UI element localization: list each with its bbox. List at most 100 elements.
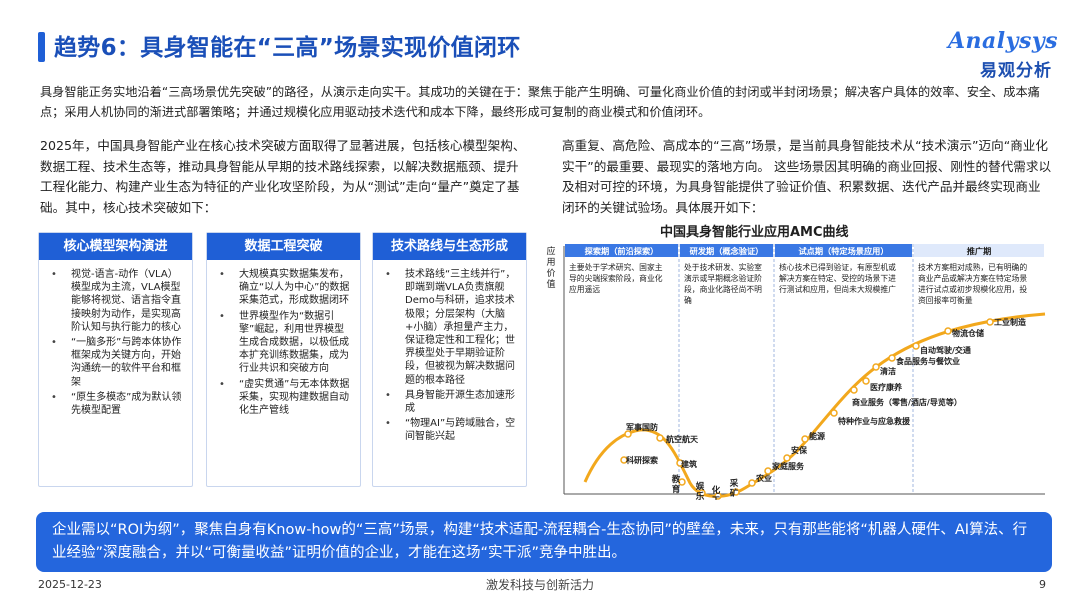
curve-point [764, 467, 772, 475]
curve-point-label: 清洁 [880, 366, 896, 376]
phase-description-line: 商业产品或解决方案在特定场景 [918, 273, 1027, 283]
phase-description-line: 技术方案相对成熟，已有明确的 [918, 262, 1027, 272]
curve-point [676, 459, 684, 467]
curve-point-label: 矿 [730, 488, 739, 499]
column-body: 视觉-语言-动作（VLA）模型成为主流，VLA模型能够将视觉、语言指令直接映射为… [39, 260, 192, 417]
curve-point [830, 409, 838, 417]
curve-point-label: 工 [712, 496, 721, 500]
phase-description-line: 核心技术已得到验证，有原型机或 [779, 262, 896, 272]
phase-header-bg [914, 244, 1044, 257]
column-item: 大规模真实数据集发布，确立“以人为中心”的数据采集范式，形成数据闭环 [217, 268, 354, 308]
phase-description-line: 主要处于学术研究、国家主 [569, 262, 663, 272]
phase-header-bg [680, 244, 773, 257]
curve-point-label: 科研探索 [626, 455, 658, 465]
curve-point-label: 育 [672, 484, 681, 495]
phase-description-line: 段，商业化路径尚不明 [684, 284, 762, 294]
right-paragraph: 高重复、高危险、高成本的“三高”场景，是当前具身智能技术从“技术演示”迈向“商业… [562, 138, 1052, 215]
logo-english: Analysys [947, 28, 1058, 54]
curve-point [620, 456, 628, 464]
page-number: 9 [1039, 578, 1046, 591]
curve-point-label: 能源 [809, 431, 825, 441]
phase-header-bg [775, 244, 912, 257]
page-title: 趋势6：具身智能在“三高”场景实现价值闭环 [54, 35, 521, 61]
footer-date: 2025-12-23 [38, 578, 102, 591]
curve-point [801, 435, 809, 443]
column-item: 视觉-语言-动作（VLA）模型成为主流，VLA模型能够将视觉、语言指令直接映射为… [49, 268, 186, 334]
column-item: 具身智能开源生态加速形成 [383, 389, 520, 415]
conclusion-box: 企业需以“ROI为纲”，聚焦自身有Know-how的“三高”场景，构建“技术适配… [36, 512, 1052, 572]
curve-point-label: 商业服务（零售/酒店/导览等） [852, 397, 962, 407]
y-axis-label-char: 价 [546, 268, 555, 279]
column-tech-ecosystem: 技术路线与生态形成 技术路线“三主线并行”，即端到端VLA负责旗舰Demo与科研… [372, 232, 527, 487]
curve-point [912, 342, 920, 350]
curve-point-label: 特种作业与应急救援 [838, 416, 911, 426]
column-item: 技术路线“三主线并行”，即端到端VLA负责旗舰Demo与科研，追求技术极限；分层… [383, 268, 520, 387]
phase-description-line: 导的尖端探索阶段，商业化 [569, 273, 663, 283]
intro-paragraph: 具身智能正务实地沿着“三高场景优先突破”的路径，从演示走向实干。其成功的关键在于… [40, 85, 1040, 119]
amc-curve-line [583, 312, 1046, 498]
phase-header-label: 研发期（概念验证） [690, 246, 764, 256]
y-axis-label-char: 用 [546, 257, 555, 268]
phase-description-line: 处于技术研发、实验室 [684, 262, 762, 272]
curve-point [986, 318, 994, 326]
curve-point [888, 354, 896, 362]
curve-point-label: 乐 [696, 491, 705, 500]
curve-point [732, 488, 740, 496]
logo-chinese: 易观分析 [980, 61, 1052, 81]
curve-point-label: 航空航天 [666, 434, 699, 444]
phase-description-line: 进行试点或初步规模化应用，投 [918, 284, 1027, 294]
analysys-logo: Analysys 易观分析 [928, 28, 1058, 82]
column-header: 数据工程突破 [207, 233, 360, 260]
column-data-engineering: 数据工程突破 大规模真实数据集发布，确立“以人为中心”的数据采集范式，形成数据闭… [206, 232, 361, 487]
phase-description-line: 资回报率可衡量 [918, 295, 973, 305]
conclusion-text: 企业需以“ROI为纲”，聚焦自身有Know-how的“三高”场景，构建“技术适配… [52, 522, 1028, 561]
curve-point [714, 492, 722, 500]
column-item: “物理AI”与跨域融合，空间智能兴起 [383, 417, 520, 443]
curve-point-label: 物流仓储 [952, 328, 984, 338]
phase-description-line: 行测试和应用，但尚未大规模推广 [779, 284, 896, 294]
curve-point-label: 自动驾驶/交通 [920, 345, 971, 355]
phase-header-label: 试点期（特定场景应用） [798, 246, 888, 256]
column-header: 技术路线与生态形成 [373, 233, 526, 260]
phase-header-label: 推广期 [967, 246, 992, 256]
footer-slogan: 激发科技与创新活力 [485, 578, 594, 592]
phase-description-line: 应用遥远 [569, 284, 600, 294]
curve-point-label: 医疗康养 [870, 382, 902, 392]
curve-point [678, 478, 686, 486]
curve-point-label: 建筑 [680, 459, 697, 469]
curve-point-label: 化 [712, 485, 721, 496]
column-body: 大规模真实数据集发布，确立“以人为中心”的数据采集范式，形成数据闭环 世界模型作… [207, 260, 360, 417]
curve-point-label: 采 [729, 478, 739, 489]
column-model-architecture: 核心模型架构演进 视觉-语言-动作（VLA）模型成为主流，VLA模型能够将视觉、… [38, 232, 193, 487]
phase-header-bg [565, 244, 678, 257]
curve-point-label: 农业 [755, 473, 772, 483]
curve-point [698, 489, 706, 497]
chart-title: 中国具身智能行业应用AMC曲线 [660, 225, 849, 240]
curve-point [944, 327, 952, 335]
column-item: “一脑多形”与跨本体协作框架成为关键方向，开始沟通统一的软件平台和框架 [49, 336, 186, 389]
curve-point [783, 454, 791, 462]
phase-description-line: 解决方案在特定、受控的场景下进 [779, 273, 896, 283]
curve-point [748, 479, 756, 487]
curve-point [850, 386, 858, 394]
column-item: “原生多模态”成为默认领先模型配置 [49, 391, 186, 417]
curve-point [624, 430, 632, 438]
column-item: 世界模型作为“数据引擎”崛起，利用世界模型生成合成数据，以极低成本扩充训练数据集… [217, 310, 354, 376]
curve-point-label: 安保 [791, 445, 808, 455]
phase-description-line: 确 [684, 295, 692, 305]
phase-header-label: 探索期（前沿探索） [585, 246, 659, 256]
curve-point-label: 军事国防 [626, 422, 658, 432]
curve-point-label: 家庭服务 [772, 461, 805, 471]
curve-point-label: 食品服务与餐饮业 [896, 356, 960, 366]
column-body: 技术路线“三主线并行”，即端到端VLA负责旗舰Demo与科研，追求技术极限；分层… [373, 260, 526, 444]
curve-point-label: 工业制造 [994, 317, 1026, 327]
curve-point [862, 377, 870, 385]
curve-point-label: 教 [671, 474, 681, 485]
phase-description-line: 演示或早期概念验证阶 [684, 273, 762, 283]
y-axis-label-char: 值 [546, 278, 555, 290]
curve-point-label: 娱 [696, 481, 705, 492]
y-axis-label-char: 应 [546, 245, 555, 257]
curve-point [656, 434, 664, 442]
left-paragraph: 2025年，中国具身智能产业在核心技术突破方面取得了显著进展，包括核心模型架构、… [40, 138, 526, 215]
